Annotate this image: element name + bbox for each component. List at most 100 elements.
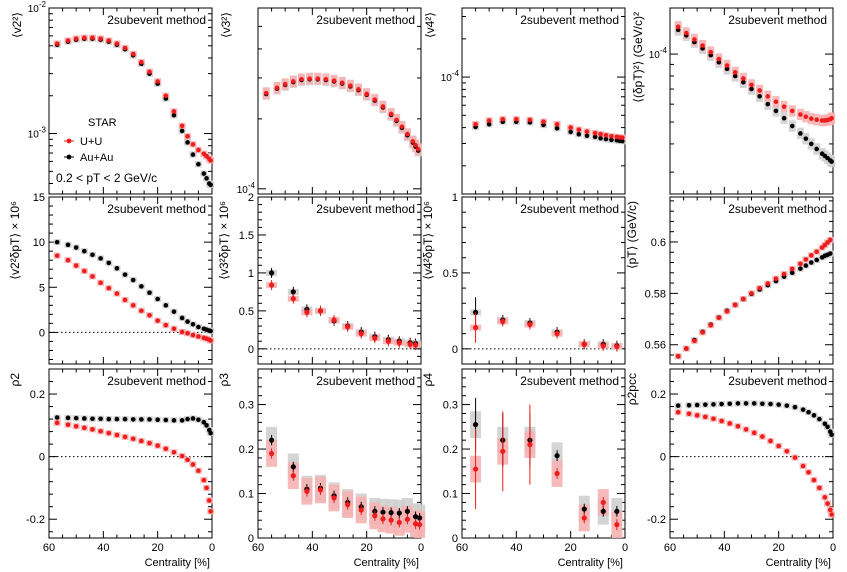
data-point <box>716 59 722 65</box>
data-point <box>811 477 817 483</box>
y-tick-label: 10-2 <box>28 0 47 15</box>
data-point <box>684 30 689 36</box>
data-point <box>196 468 201 474</box>
data-point <box>827 237 833 243</box>
data-point <box>155 79 160 84</box>
data-point <box>65 38 71 43</box>
data-point <box>290 473 296 479</box>
series-au <box>266 269 422 347</box>
y-tick-label: -0.2 <box>647 514 666 526</box>
data-point <box>827 507 833 513</box>
markers-au <box>675 27 834 164</box>
panel-rho2pcc: 60 40 20 0 Centrality [%] -0.2 0 0.2 ρ2pcc 2subev… <box>625 368 836 569</box>
data-point <box>584 133 590 139</box>
markers-au <box>54 239 213 334</box>
y-tick-label: 0 <box>452 344 458 356</box>
data-point <box>417 522 423 528</box>
data-point <box>829 115 834 121</box>
data-point <box>541 122 546 128</box>
data-point <box>686 403 692 408</box>
series-au <box>53 239 215 335</box>
y-axis-label: ⟨v3²δpT⟩ × 10⁶ <box>217 201 231 280</box>
data-point <box>600 343 606 349</box>
data-point <box>171 326 177 332</box>
data-point <box>190 462 196 467</box>
data-point <box>592 130 598 136</box>
data-point <box>163 446 169 452</box>
data-point <box>54 415 60 420</box>
data-point <box>345 502 351 508</box>
data-point <box>817 416 822 422</box>
data-point <box>800 407 806 412</box>
y-tick-label: 1 <box>248 268 254 280</box>
data-point <box>394 117 399 123</box>
data-point <box>581 515 587 521</box>
data-point <box>171 112 177 118</box>
y-tick-label: 10-3 <box>28 126 47 141</box>
data-point <box>185 134 190 139</box>
data-point <box>808 141 814 147</box>
data-point <box>54 239 60 245</box>
data-point <box>404 508 411 514</box>
y-tick-label: 0.5 <box>239 306 254 318</box>
markers-uu <box>54 253 213 343</box>
data-point <box>817 485 822 491</box>
data-point <box>732 302 738 308</box>
data-point <box>185 416 190 422</box>
markers-uu <box>675 409 834 517</box>
data-point <box>396 519 402 526</box>
data-point <box>541 119 546 125</box>
panel-rho2: 60 40 20 0 Centrality [%] -0.2 0 0.2 ρ2 2subevent… <box>8 368 215 569</box>
data-point <box>290 289 296 295</box>
markers-au <box>675 401 834 438</box>
data-point <box>114 266 120 271</box>
data-point <box>568 125 573 130</box>
data-point <box>201 477 207 483</box>
data-point <box>598 131 603 137</box>
data-point <box>765 281 771 286</box>
data-point <box>163 93 169 99</box>
data-point <box>185 140 190 145</box>
plot-frame <box>669 368 834 539</box>
data-point <box>708 49 714 55</box>
data-point <box>73 36 79 41</box>
data-point <box>472 466 479 472</box>
data-point <box>765 94 771 99</box>
panel-title: 2subevent method <box>520 13 619 27</box>
markers-au <box>472 397 620 517</box>
series-uu <box>674 21 836 127</box>
data-point <box>304 309 310 315</box>
panel-v3dpt: 0 0.5 1 1.5 2 ⟨v3²δpT⟩ × 10⁶ 2subevent method <box>217 192 422 365</box>
data-point <box>317 487 324 493</box>
data-point <box>204 423 209 428</box>
x-tick-label: 40 <box>510 542 522 554</box>
data-point <box>741 296 746 302</box>
x-tick-label: 20 <box>361 542 373 554</box>
series-uu <box>472 116 626 141</box>
y-tick-label: 0 <box>248 533 254 545</box>
data-point <box>73 245 79 250</box>
data-point <box>692 338 697 344</box>
panel-title: 2subevent method <box>728 374 827 388</box>
data-point <box>808 260 814 265</box>
data-point <box>803 263 809 268</box>
data-point <box>155 318 160 323</box>
data-point <box>803 114 809 119</box>
data-point <box>201 171 207 176</box>
data-point <box>179 329 185 335</box>
data-point <box>185 331 190 336</box>
data-point <box>185 457 190 463</box>
panel-title: 2subevent method <box>107 13 206 27</box>
y-tick-label: 1.5 <box>239 230 254 242</box>
y-tick-label: 1 <box>452 192 458 204</box>
panel-title: 2subevent method <box>316 374 415 388</box>
panel-title: 2subevent method <box>107 374 206 388</box>
data-point <box>798 131 803 136</box>
y-axis-label: ⟨(δpT)²⟩ (GeV/c)² <box>631 12 645 103</box>
markers-au <box>268 267 419 349</box>
series-uu <box>674 409 836 518</box>
plot-frame <box>461 7 626 195</box>
y-tick-label: 0 <box>452 533 458 545</box>
data-point <box>405 131 410 137</box>
data-point <box>130 303 136 308</box>
